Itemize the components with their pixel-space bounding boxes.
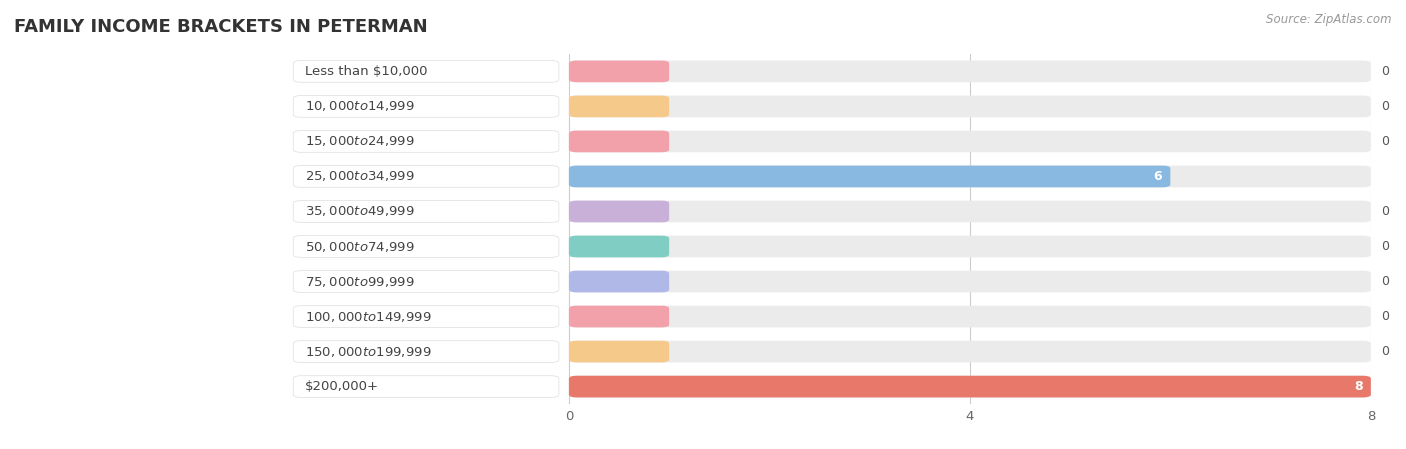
Text: 0: 0 [1381,65,1389,78]
Text: 0: 0 [1381,345,1389,358]
FancyBboxPatch shape [569,201,669,222]
Text: 0: 0 [1381,240,1389,253]
Text: $200,000+: $200,000+ [305,380,380,393]
Text: FAMILY INCOME BRACKETS IN PETERMAN: FAMILY INCOME BRACKETS IN PETERMAN [14,18,427,36]
FancyBboxPatch shape [569,376,1371,397]
FancyBboxPatch shape [569,341,669,362]
FancyBboxPatch shape [294,61,560,82]
FancyBboxPatch shape [294,271,560,292]
Text: 0: 0 [1381,135,1389,148]
Text: 0: 0 [1381,275,1389,288]
FancyBboxPatch shape [294,201,560,222]
FancyBboxPatch shape [569,96,1371,117]
Text: $35,000 to $49,999: $35,000 to $49,999 [305,204,415,219]
Text: 0: 0 [1381,205,1389,218]
Text: $25,000 to $34,999: $25,000 to $34,999 [305,169,415,184]
FancyBboxPatch shape [569,201,1371,222]
FancyBboxPatch shape [569,131,1371,152]
FancyBboxPatch shape [294,166,560,187]
Text: Less than $10,000: Less than $10,000 [305,65,427,78]
Text: $75,000 to $99,999: $75,000 to $99,999 [305,274,415,289]
FancyBboxPatch shape [569,166,1170,187]
Text: 6: 6 [1154,170,1163,183]
FancyBboxPatch shape [569,96,669,117]
Text: $15,000 to $24,999: $15,000 to $24,999 [305,134,415,149]
Text: 8: 8 [1354,380,1362,393]
Text: Source: ZipAtlas.com: Source: ZipAtlas.com [1267,13,1392,26]
FancyBboxPatch shape [294,236,560,257]
Text: 0: 0 [1381,310,1389,323]
Text: $50,000 to $74,999: $50,000 to $74,999 [305,239,415,254]
FancyBboxPatch shape [569,131,669,152]
FancyBboxPatch shape [569,271,669,292]
FancyBboxPatch shape [569,376,1371,397]
Text: $150,000 to $199,999: $150,000 to $199,999 [305,344,432,359]
Text: $10,000 to $14,999: $10,000 to $14,999 [305,99,415,114]
Text: $100,000 to $149,999: $100,000 to $149,999 [305,309,432,324]
Text: 0: 0 [1381,100,1389,113]
FancyBboxPatch shape [569,61,1371,82]
FancyBboxPatch shape [569,61,669,82]
FancyBboxPatch shape [569,341,1371,362]
FancyBboxPatch shape [294,306,560,327]
FancyBboxPatch shape [569,306,1371,327]
FancyBboxPatch shape [294,96,560,117]
FancyBboxPatch shape [294,341,560,362]
FancyBboxPatch shape [569,306,669,327]
FancyBboxPatch shape [569,271,1371,292]
FancyBboxPatch shape [294,131,560,152]
FancyBboxPatch shape [294,376,560,397]
FancyBboxPatch shape [569,166,1371,187]
FancyBboxPatch shape [569,236,669,257]
FancyBboxPatch shape [569,236,1371,257]
